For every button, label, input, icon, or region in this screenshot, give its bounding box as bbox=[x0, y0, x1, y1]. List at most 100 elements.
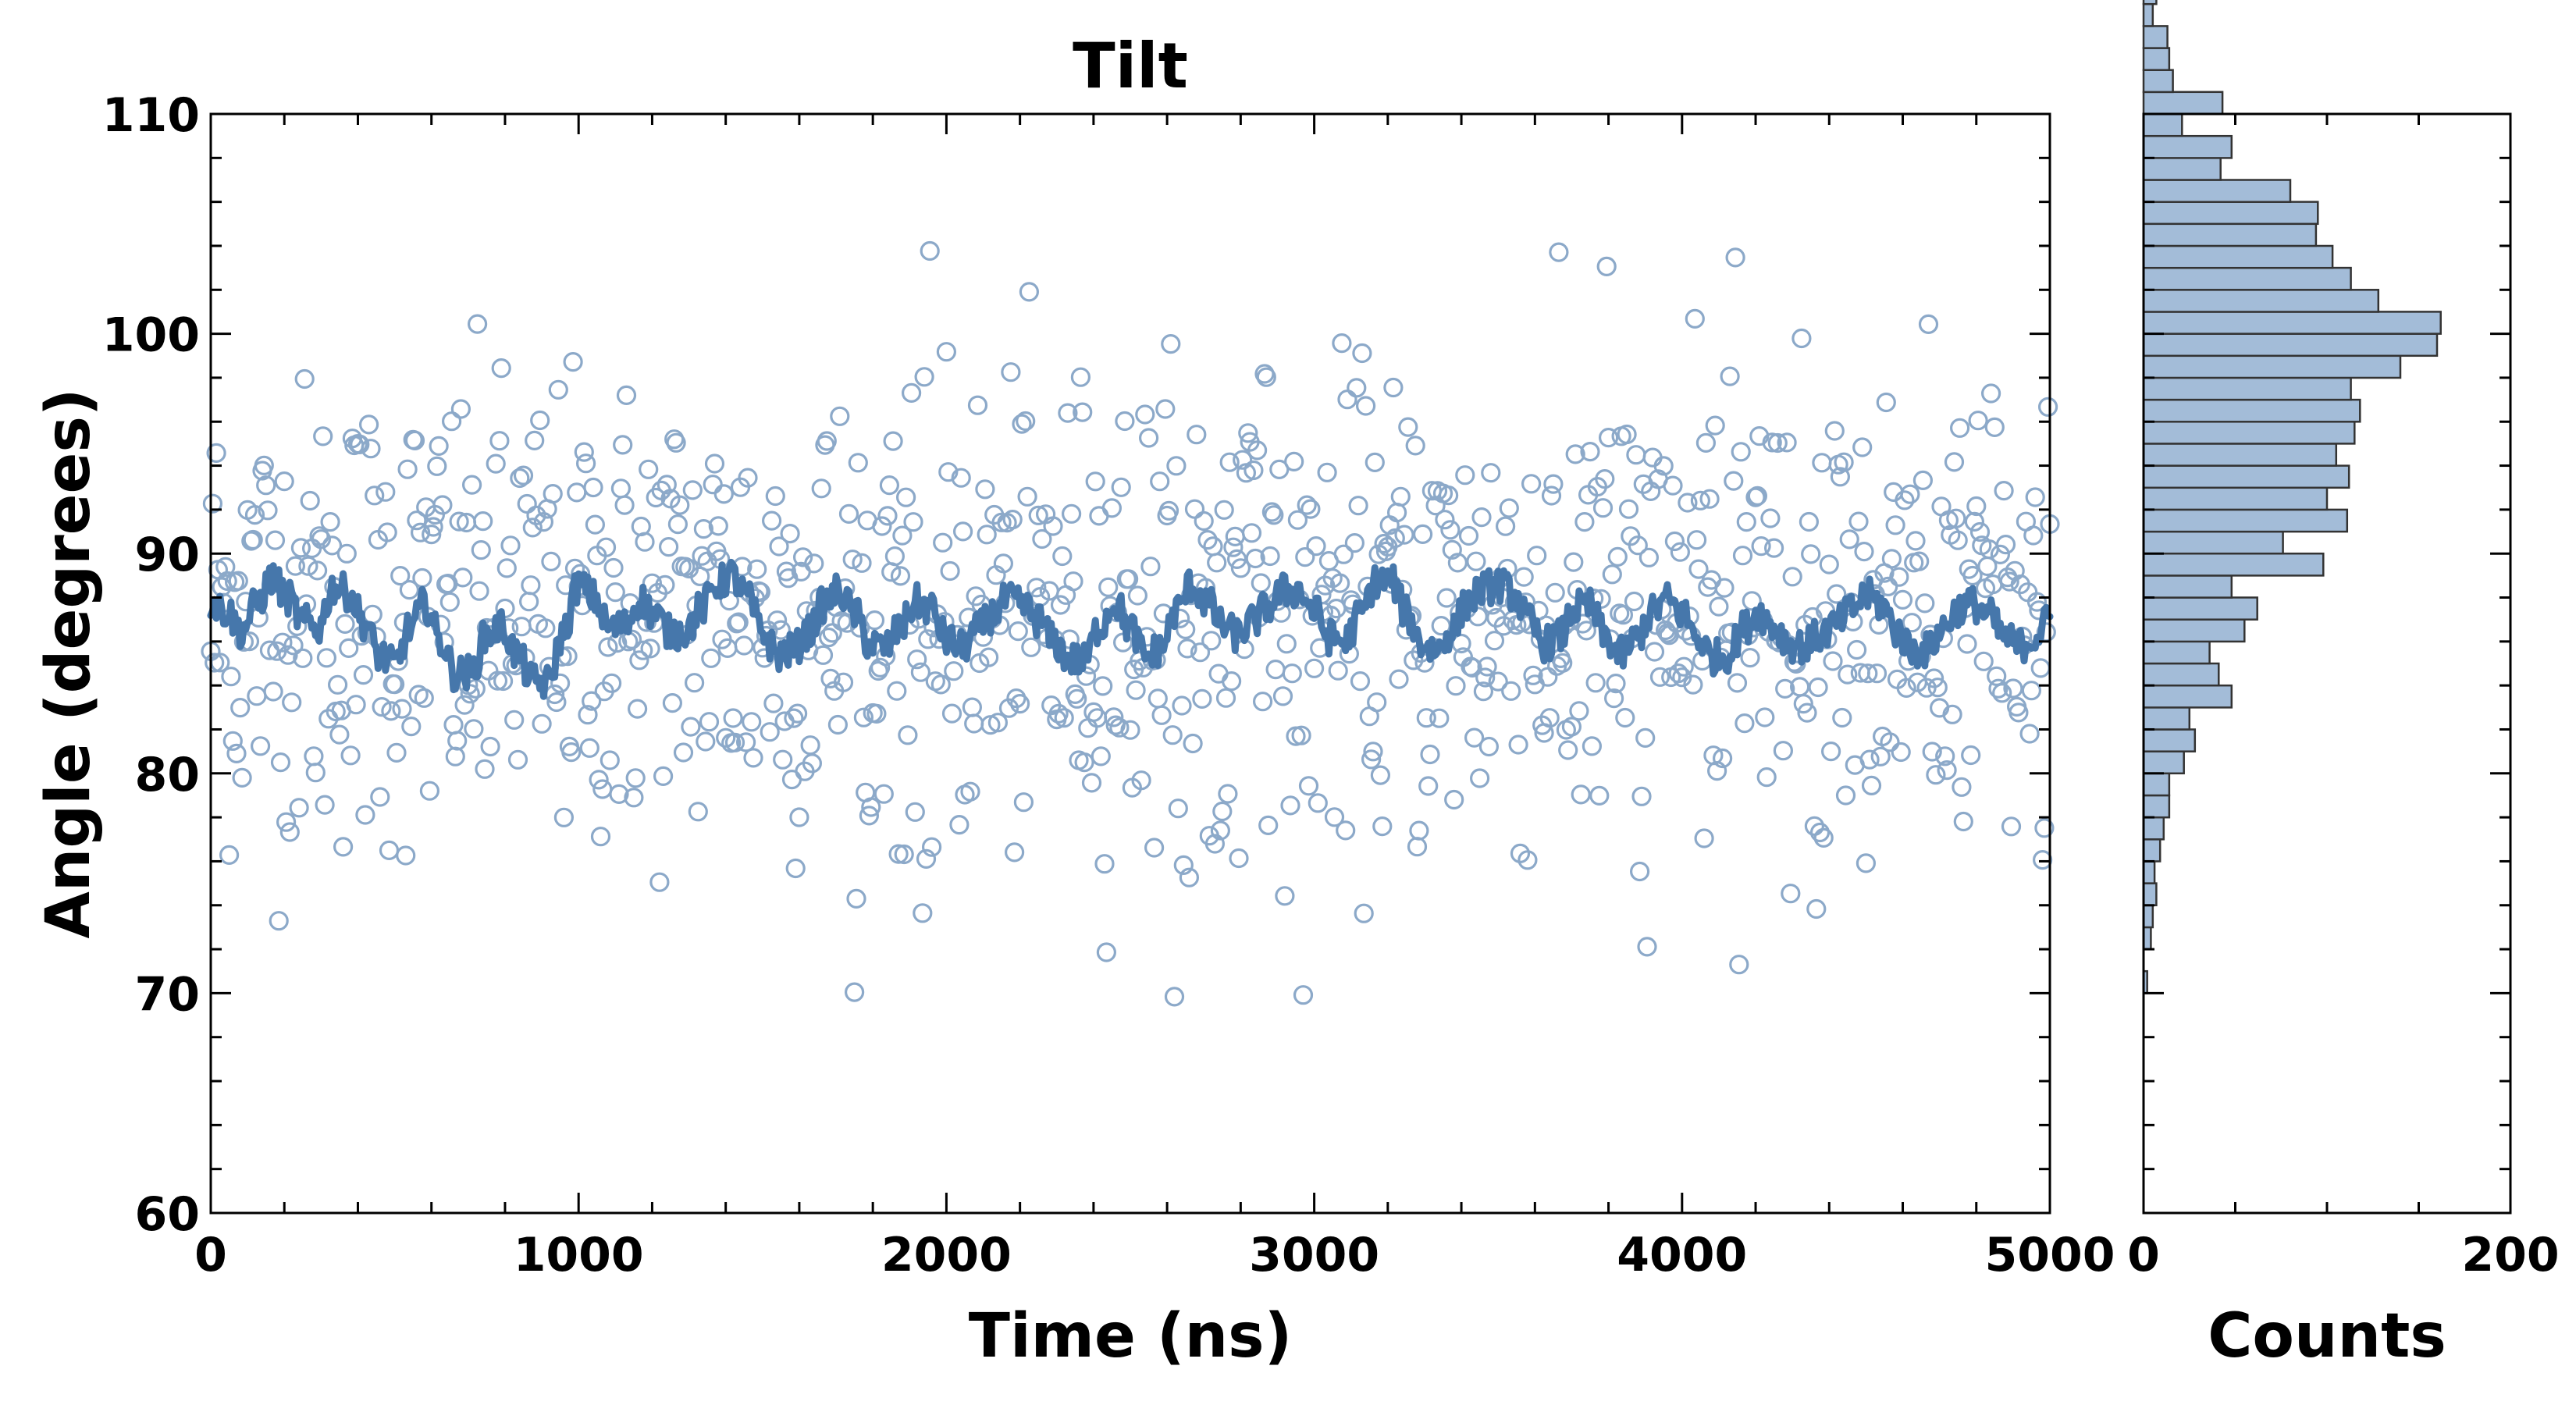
scatter-point bbox=[254, 455, 274, 475]
scatter-point bbox=[1021, 637, 1041, 657]
scatter-point bbox=[407, 510, 427, 531]
scatter-point bbox=[1760, 508, 1781, 528]
scatter-point bbox=[894, 844, 914, 865]
scatter-point bbox=[1115, 411, 1135, 432]
scatter-point bbox=[590, 827, 611, 847]
scatter-point bbox=[640, 638, 660, 659]
scatter-point bbox=[613, 435, 633, 455]
scatter-point bbox=[1994, 480, 2014, 501]
scatter-point bbox=[1332, 333, 1352, 354]
scatter-point bbox=[1521, 474, 1542, 494]
scatter-point bbox=[914, 367, 934, 387]
scatter-point bbox=[1688, 559, 1709, 579]
scatter-point bbox=[1348, 496, 1368, 516]
scatter-point bbox=[1287, 510, 1308, 530]
scatter-point bbox=[789, 807, 809, 827]
scatter-point bbox=[1773, 741, 1793, 761]
scatter-point bbox=[852, 553, 872, 573]
scatter-point bbox=[1861, 775, 1882, 796]
scatter-point bbox=[2033, 849, 2053, 870]
scatter-point bbox=[1953, 811, 1973, 832]
scatter-point bbox=[1244, 460, 1264, 481]
scatter-point bbox=[1275, 886, 1295, 906]
scatter-point bbox=[1354, 903, 1374, 923]
scatter-point bbox=[1190, 642, 1211, 663]
scatter-point bbox=[1674, 656, 1694, 677]
scatter-point bbox=[359, 414, 379, 435]
scatter-point bbox=[1111, 477, 1131, 497]
scatter-point bbox=[1687, 530, 1707, 550]
scatter-point bbox=[734, 635, 754, 656]
scatter-point bbox=[1690, 490, 1710, 510]
scatter-point bbox=[1813, 827, 1834, 848]
scatter-point bbox=[1832, 707, 1852, 728]
scatter-point bbox=[1854, 541, 1874, 562]
scatter-point bbox=[1390, 486, 1411, 507]
histogram-bar bbox=[2142, 816, 2165, 841]
scatter-point bbox=[1797, 702, 1817, 723]
scatter-point bbox=[1924, 668, 1944, 688]
scatter-point bbox=[784, 708, 804, 728]
scatter-point bbox=[1799, 511, 1819, 532]
scatter-point bbox=[294, 368, 315, 389]
scatter-point bbox=[1731, 442, 1751, 462]
scatter-point bbox=[1484, 631, 1505, 651]
scatter-point bbox=[1992, 683, 2012, 703]
scatter-point bbox=[933, 532, 953, 553]
scatter-point bbox=[579, 738, 600, 758]
scatter-point bbox=[1061, 503, 1082, 524]
scatter-point bbox=[1756, 767, 1777, 788]
scatter-point bbox=[270, 752, 291, 773]
histogram-bar bbox=[2142, 333, 2439, 357]
scatter-point bbox=[616, 385, 637, 405]
scatter-point bbox=[1458, 525, 1479, 546]
scatter-point bbox=[1207, 553, 1227, 573]
histogram-bar bbox=[2142, 486, 2329, 511]
scatter-point bbox=[1618, 499, 1639, 519]
histogram-bar bbox=[2142, 618, 2246, 643]
scatter-point bbox=[1155, 399, 1176, 419]
scatter-point bbox=[1968, 411, 1988, 431]
scatter-point bbox=[1104, 707, 1124, 727]
x-tick-label: 0 bbox=[194, 1228, 227, 1282]
scatter-point bbox=[596, 537, 617, 557]
scatter-point bbox=[704, 454, 725, 474]
scatter-point bbox=[1508, 735, 1528, 755]
scatter-point bbox=[804, 553, 824, 574]
scatter-point bbox=[1076, 666, 1097, 686]
histogram-bar bbox=[2142, 684, 2233, 709]
scatter-point bbox=[1265, 659, 1286, 680]
scatter-point bbox=[1073, 402, 1093, 422]
scatter-point bbox=[1158, 500, 1179, 521]
scatter-point bbox=[859, 806, 880, 826]
scatter-point bbox=[1204, 834, 1226, 854]
scatter-point bbox=[892, 525, 913, 546]
scatter-point bbox=[1177, 638, 1197, 659]
scatter-point bbox=[1364, 452, 1385, 473]
scatter-point bbox=[1724, 471, 1744, 491]
scatter-point bbox=[1808, 677, 1828, 698]
histogram-bar bbox=[2142, 552, 2325, 577]
scatter-point bbox=[563, 352, 583, 372]
scatter-point bbox=[423, 517, 443, 537]
scatter-point bbox=[422, 524, 442, 545]
scatter-point bbox=[1880, 732, 1900, 752]
scatter-point bbox=[308, 560, 328, 581]
scatter-point bbox=[1990, 544, 2010, 565]
scatter-point bbox=[396, 845, 416, 866]
scatter-point bbox=[1187, 425, 1207, 445]
scatter-point bbox=[633, 640, 653, 660]
scatter-point bbox=[1247, 440, 1268, 461]
scatter-point bbox=[951, 468, 971, 488]
scatter-point bbox=[1256, 367, 1276, 387]
scatter-point bbox=[888, 844, 909, 864]
scatter-point bbox=[1827, 584, 1847, 604]
scatter-point bbox=[1775, 678, 1795, 699]
scatter-point bbox=[419, 781, 440, 801]
histogram-bar bbox=[2142, 772, 2171, 797]
scatter-point bbox=[1944, 452, 1965, 472]
scatter-point bbox=[412, 567, 432, 589]
scatter-point bbox=[1988, 678, 2008, 699]
histogram-bar bbox=[2142, 289, 2380, 313]
scatter-point bbox=[655, 574, 675, 596]
